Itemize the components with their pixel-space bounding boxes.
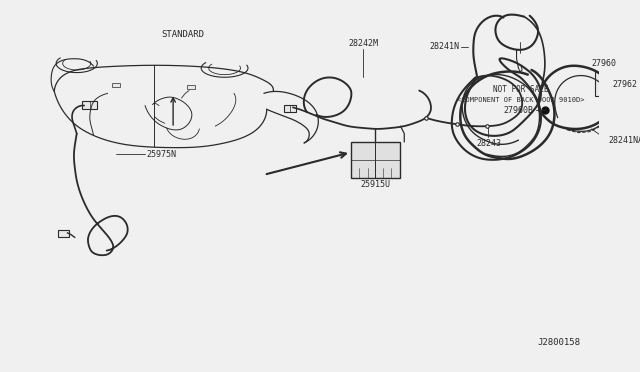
Text: 28243: 28243 [476, 139, 501, 148]
Bar [187, 85, 195, 89]
Text: 28242M: 28242M [348, 39, 378, 48]
Text: J2800158: J2800158 [537, 338, 580, 347]
Text: 28241N: 28241N [429, 42, 460, 51]
Bar [58, 230, 69, 237]
Bar [595, 72, 612, 96]
Text: 27960B: 27960B [504, 106, 533, 115]
Bar [284, 105, 296, 112]
Text: 28241NA: 28241NA [608, 136, 640, 145]
Text: 25915U: 25915U [360, 180, 390, 189]
Bar [351, 142, 399, 177]
Text: 27962: 27962 [613, 80, 638, 89]
Text: 25975N: 25975N [147, 150, 177, 159]
Text: 27960: 27960 [591, 59, 616, 68]
Text: <COMPONENT OF BACK DOOR 9010D>: <COMPONENT OF BACK DOOR 9010D> [456, 97, 584, 103]
Bar [112, 83, 120, 87]
Bar [83, 101, 97, 109]
Text: NOT FOR SALE: NOT FOR SALE [493, 85, 548, 94]
Text: STANDARD: STANDARD [161, 30, 204, 39]
